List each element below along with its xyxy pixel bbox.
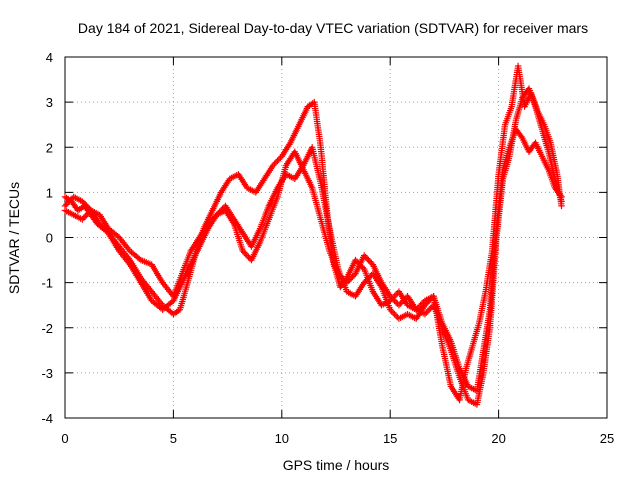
data-series xyxy=(61,62,565,408)
x-tick-label: 0 xyxy=(61,431,68,446)
y-tick-label: 2 xyxy=(46,140,53,155)
y-tick-label: -2 xyxy=(41,321,53,336)
x-axis-label: GPS time / hours xyxy=(283,457,390,473)
y-tick-label: -1 xyxy=(41,276,53,291)
series-3 xyxy=(61,85,565,408)
y-tick-label: -4 xyxy=(41,411,53,426)
series-3-markers xyxy=(61,85,565,408)
y-tick-labels: -4 -3 -2 -1 0 1 2 3 4 xyxy=(41,50,53,426)
y-tick-label: 0 xyxy=(46,231,53,246)
x-tick-label: 15 xyxy=(383,431,397,446)
x-tick-label: 10 xyxy=(275,431,289,446)
x-tick-label: 25 xyxy=(600,431,614,446)
y-tick-label: 3 xyxy=(46,95,53,110)
y-tick-label: -3 xyxy=(41,366,53,381)
x-tick-labels: 0 5 10 15 20 25 xyxy=(61,431,614,446)
x-tick-label: 5 xyxy=(170,431,177,446)
y-tick-label: 4 xyxy=(46,50,53,65)
chart-title: Day 184 of 2021, Sidereal Day-to-day VTE… xyxy=(78,20,588,36)
axis-ticks xyxy=(64,56,608,419)
y-axis-label: SDTVAR / TECUs xyxy=(6,182,22,294)
x-tick-label: 20 xyxy=(491,431,505,446)
y-tick-label: 1 xyxy=(46,185,53,200)
